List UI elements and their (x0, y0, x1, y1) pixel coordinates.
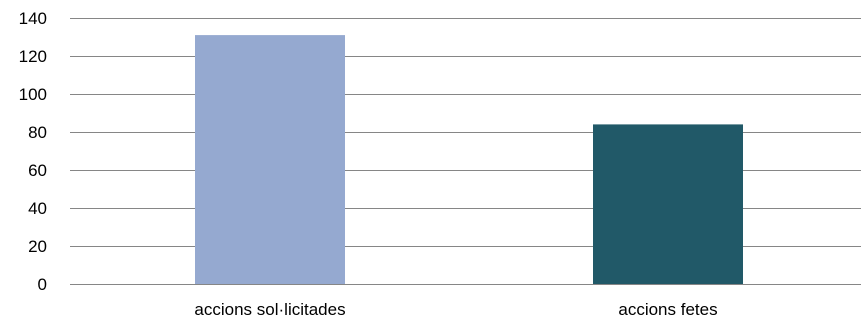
y-axis-tick-labels: 0 20 40 60 80 100 120 140 (19, 9, 47, 294)
y-tick-label: 80 (28, 123, 47, 142)
y-tick-label: 120 (19, 47, 47, 66)
x-category-label: accions sol·licitades (194, 300, 345, 319)
y-tick-label: 140 (19, 9, 47, 28)
x-axis-category-labels: accions sol·licitades accions fetes (194, 300, 717, 319)
y-tick-label: 20 (28, 237, 47, 256)
bars (195, 35, 743, 285)
bar-1 (195, 35, 345, 284)
y-tick-label: 100 (19, 85, 47, 104)
y-tick-label: 0 (38, 275, 47, 294)
x-category-label: accions fetes (618, 300, 717, 319)
y-tick-label: 40 (28, 199, 47, 218)
bar-2 (593, 124, 743, 285)
y-tick-label: 60 (28, 161, 47, 180)
